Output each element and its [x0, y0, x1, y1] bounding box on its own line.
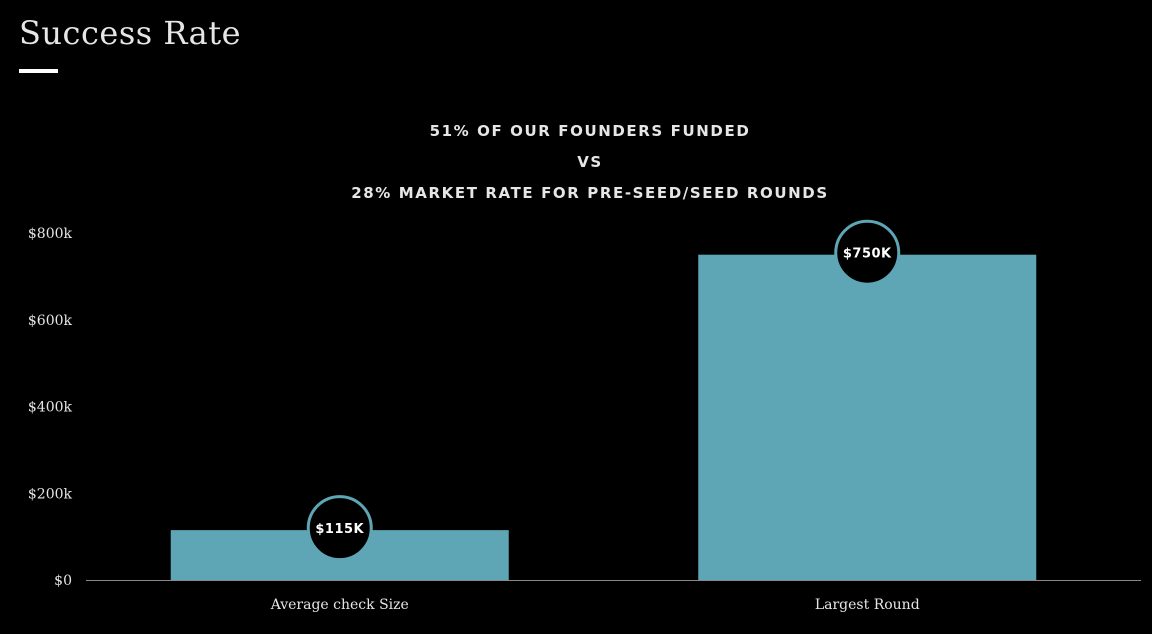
y-tick-label: $800k [28, 226, 73, 242]
title-underline [19, 69, 58, 73]
y-tick-label: $400k [28, 400, 73, 416]
data-label-bubble [834, 219, 901, 286]
y-tick-label: $600k [28, 313, 73, 329]
page-title: Success Rate [19, 14, 242, 52]
data-label: $115K [315, 522, 364, 537]
category-label: Largest Round [815, 597, 920, 613]
bar [698, 254, 1037, 580]
y-tick-label: $200k [28, 486, 73, 502]
category-label: Average check Size [270, 597, 409, 613]
headline-line-3: 28% MARKET RATE FOR PRE-SEED/SEED ROUNDS [351, 184, 829, 202]
data-label-bubble [306, 495, 373, 562]
headline-line-1: 51% OF OUR FOUNDERS FUNDED [429, 122, 751, 140]
y-tick-label: $0 [54, 573, 72, 589]
headline-line-2: VS [577, 153, 603, 171]
data-label: $750K [843, 247, 892, 262]
